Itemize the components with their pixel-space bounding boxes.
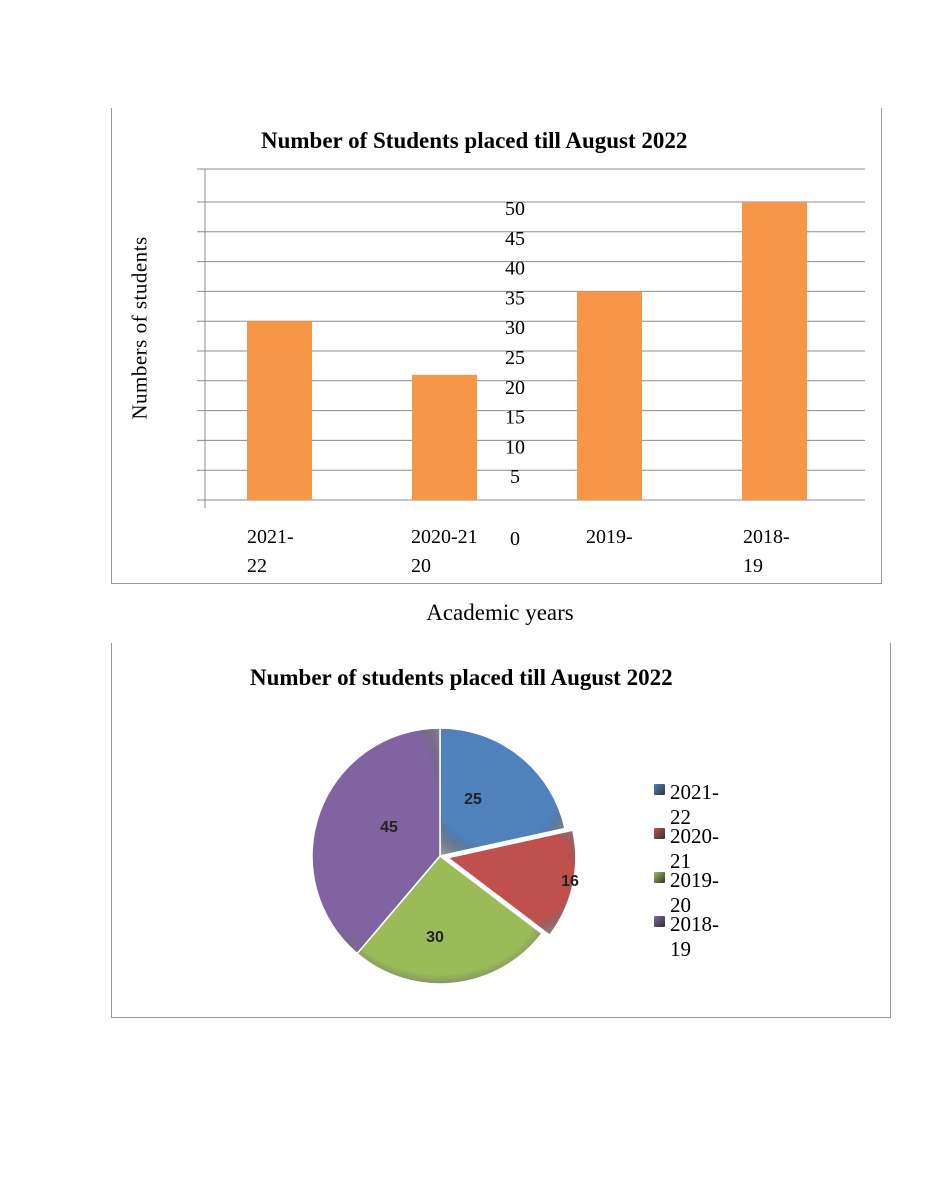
y-tick-label-10: 10 [505, 436, 525, 458]
pie-value-label-2021-22: 25 [464, 791, 482, 808]
pie-chart-frame [111, 643, 891, 1018]
pie-chart-title: Number of students placed till August 20… [250, 665, 673, 690]
y-tick-label-50: 50 [505, 198, 525, 220]
y-tick-label-25: 25 [505, 347, 525, 369]
bar-chart-frame [111, 108, 882, 584]
y-tick-label-45: 45 [505, 228, 525, 250]
x-tick-label-3-1: 19 [743, 555, 763, 577]
x-tick-label-3-0: 2018- [743, 526, 790, 548]
pie-value-label-2019-20: 30 [426, 929, 444, 946]
x-tick-label-0-0: 2021- [247, 526, 294, 548]
bar-chart: 0 5 10 15 20 25 30 35 40 45 50 2021- 22 2020-21 20 2019… [197, 168, 865, 577]
legend-label-0: 2021-22 [670, 780, 719, 829]
legend-swatch-2 [654, 872, 665, 883]
pie-slice-2020-21 [446, 829, 577, 937]
pie-value-label-2020-21: 16 [561, 873, 579, 890]
legend-label-1: 2020-21 [670, 824, 719, 873]
pie-slice-2021-22 [439, 727, 566, 857]
x-tick-label-0-1: 22 [247, 555, 267, 577]
pie-slice-2018-19 [311, 727, 441, 955]
bar-2021-22 [247, 321, 312, 500]
legend-swatch-3 [654, 916, 665, 927]
pie-value-label-2018-19: 45 [380, 819, 398, 836]
y-tick-label-20: 20 [505, 377, 525, 399]
bar-2020-21 [412, 374, 477, 500]
bar-chart-title: Number of Students placed till August 20… [261, 128, 688, 153]
bar-chart-x-axis-label: Academic years [426, 600, 574, 625]
x-tick-label-1-1: 20 [411, 555, 431, 577]
bar-2018-19 [742, 202, 807, 500]
x-tick-label-1-0: 2020-21 [411, 526, 478, 548]
legend-swatch-1 [654, 828, 665, 839]
bar-2019-20 [577, 291, 642, 500]
y-tick-label-0: 0 [510, 528, 520, 550]
x-tick-label-2-0: 2019- [586, 526, 633, 548]
legend-label-2: 2019-20 [670, 868, 719, 917]
legend-swatch-0 [654, 784, 665, 795]
y-tick-label-35: 35 [505, 287, 525, 309]
y-tick-label-5: 5 [510, 466, 520, 488]
y-tick-label-40: 40 [505, 258, 525, 280]
y-tick-label-30: 30 [505, 317, 525, 339]
y-tick-label-15: 15 [505, 407, 525, 429]
pie-slice-2019-20 [356, 854, 543, 985]
legend-label-3: 2018-19 [670, 912, 719, 961]
